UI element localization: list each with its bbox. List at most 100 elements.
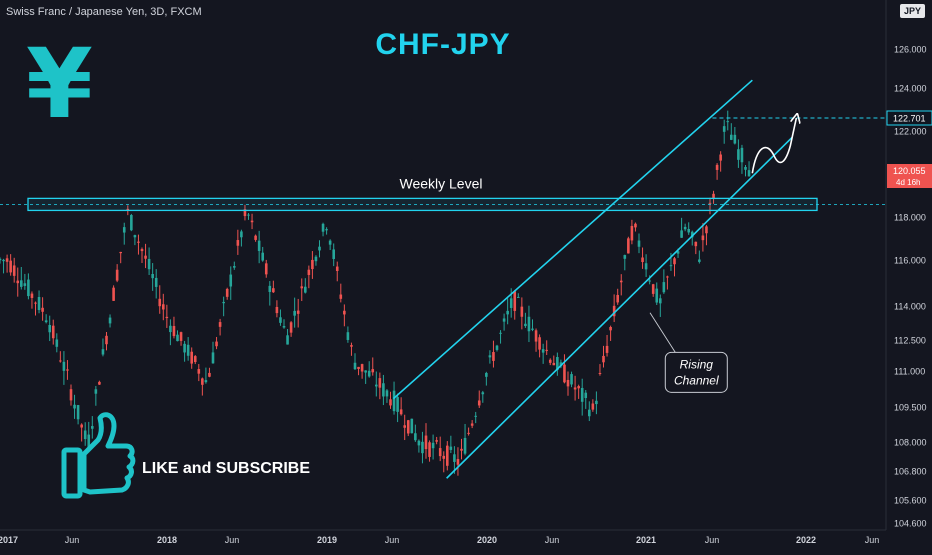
candle-body xyxy=(115,269,119,281)
candle-body xyxy=(126,208,130,211)
candle-body xyxy=(172,326,176,337)
candle-body xyxy=(701,235,705,241)
candle-body xyxy=(80,424,83,428)
candle-body xyxy=(371,369,375,373)
candle-body xyxy=(282,326,286,328)
candle-body xyxy=(627,238,630,254)
candle-body xyxy=(683,226,687,230)
candle-body xyxy=(122,227,126,233)
candle-body xyxy=(538,337,541,350)
candle-body xyxy=(481,392,485,395)
y-tick-label: 108.000 xyxy=(894,438,927,448)
candle-body xyxy=(367,370,371,377)
candle-body xyxy=(364,370,367,373)
candle-body xyxy=(137,241,140,243)
candle-body xyxy=(712,193,715,199)
candle-body xyxy=(637,240,641,247)
candle-body xyxy=(108,317,112,324)
candle-body xyxy=(229,274,233,287)
candle-body xyxy=(204,380,208,383)
candle-body xyxy=(140,249,144,252)
candle-body xyxy=(311,259,314,270)
candle-body xyxy=(506,310,509,315)
candle-body xyxy=(747,170,751,177)
x-tick-label: Jun xyxy=(545,535,560,545)
y-tick-label: 106.800 xyxy=(894,467,927,477)
candle-body xyxy=(119,251,122,254)
candle-body xyxy=(12,265,16,276)
candle-body xyxy=(563,364,566,383)
candle-body xyxy=(502,318,506,322)
channel-label-pointer xyxy=(649,312,676,353)
candle-body xyxy=(531,328,534,330)
candle-body xyxy=(687,229,690,233)
candle-body xyxy=(41,307,44,312)
currency-badge[interactable]: JPY xyxy=(900,4,926,18)
candle-body xyxy=(669,265,673,267)
weekly-level-label: Weekly Level xyxy=(399,175,482,191)
candle-body xyxy=(289,322,293,333)
symbol-info[interactable]: Swiss Franc / Japanese Yen, 3D, FXCM xyxy=(6,6,202,18)
candle-body xyxy=(69,389,73,401)
candle-body xyxy=(641,257,644,263)
candle-body xyxy=(584,392,588,399)
candle-body xyxy=(34,302,37,304)
y-tick-label: 122.000 xyxy=(894,127,927,137)
candles xyxy=(0,110,751,476)
x-tick-label: Jun xyxy=(385,535,400,545)
x-tick-label: 2017 xyxy=(0,535,18,545)
candle-body xyxy=(676,251,680,254)
candle-body xyxy=(218,322,222,327)
candle-body xyxy=(144,255,147,259)
candle-body xyxy=(485,372,488,377)
candle-body xyxy=(406,420,410,434)
candle-body xyxy=(201,378,204,385)
candle-body xyxy=(666,276,669,278)
candle-body xyxy=(446,445,449,466)
candle-body xyxy=(698,259,701,262)
candle-body xyxy=(335,266,339,271)
candle-body xyxy=(442,455,446,459)
candle-body xyxy=(169,325,172,333)
candle-body xyxy=(499,332,502,334)
candle-body xyxy=(417,440,421,446)
candle-body xyxy=(23,283,27,286)
candle-body xyxy=(609,326,612,331)
candle-body xyxy=(37,296,41,311)
candle-body xyxy=(552,362,556,366)
candle-body xyxy=(254,235,257,240)
candle-body xyxy=(360,364,364,372)
candle-body xyxy=(694,241,698,247)
candle-body xyxy=(186,344,190,356)
candle-body xyxy=(48,324,51,333)
candle-body xyxy=(151,273,154,279)
candle-body xyxy=(598,373,602,375)
candle-body xyxy=(591,403,595,410)
candle-body xyxy=(62,361,66,371)
candle-body xyxy=(428,442,431,457)
candle-body xyxy=(588,409,591,417)
candle-body xyxy=(91,426,94,429)
x-tick-label: Jun xyxy=(65,535,80,545)
x-tick-label: 2021 xyxy=(636,535,656,545)
candle-body xyxy=(314,256,318,262)
plot-background xyxy=(0,0,886,530)
candle-body xyxy=(215,341,218,347)
candle-body xyxy=(488,355,492,358)
candle-body xyxy=(279,317,282,323)
candle-body xyxy=(325,229,328,231)
candle-body xyxy=(190,351,193,364)
candle-body xyxy=(644,263,648,270)
candle-body xyxy=(321,223,325,232)
candle-body xyxy=(708,202,712,204)
candle-body xyxy=(570,374,573,385)
candle-body xyxy=(257,240,261,251)
candle-body xyxy=(307,269,311,275)
y-tick-label: 124.000 xyxy=(894,84,927,94)
candle-body xyxy=(513,291,517,311)
candle-body xyxy=(165,316,169,319)
candle-body xyxy=(730,134,733,140)
candle-body xyxy=(350,345,353,347)
candle-body xyxy=(275,306,279,314)
